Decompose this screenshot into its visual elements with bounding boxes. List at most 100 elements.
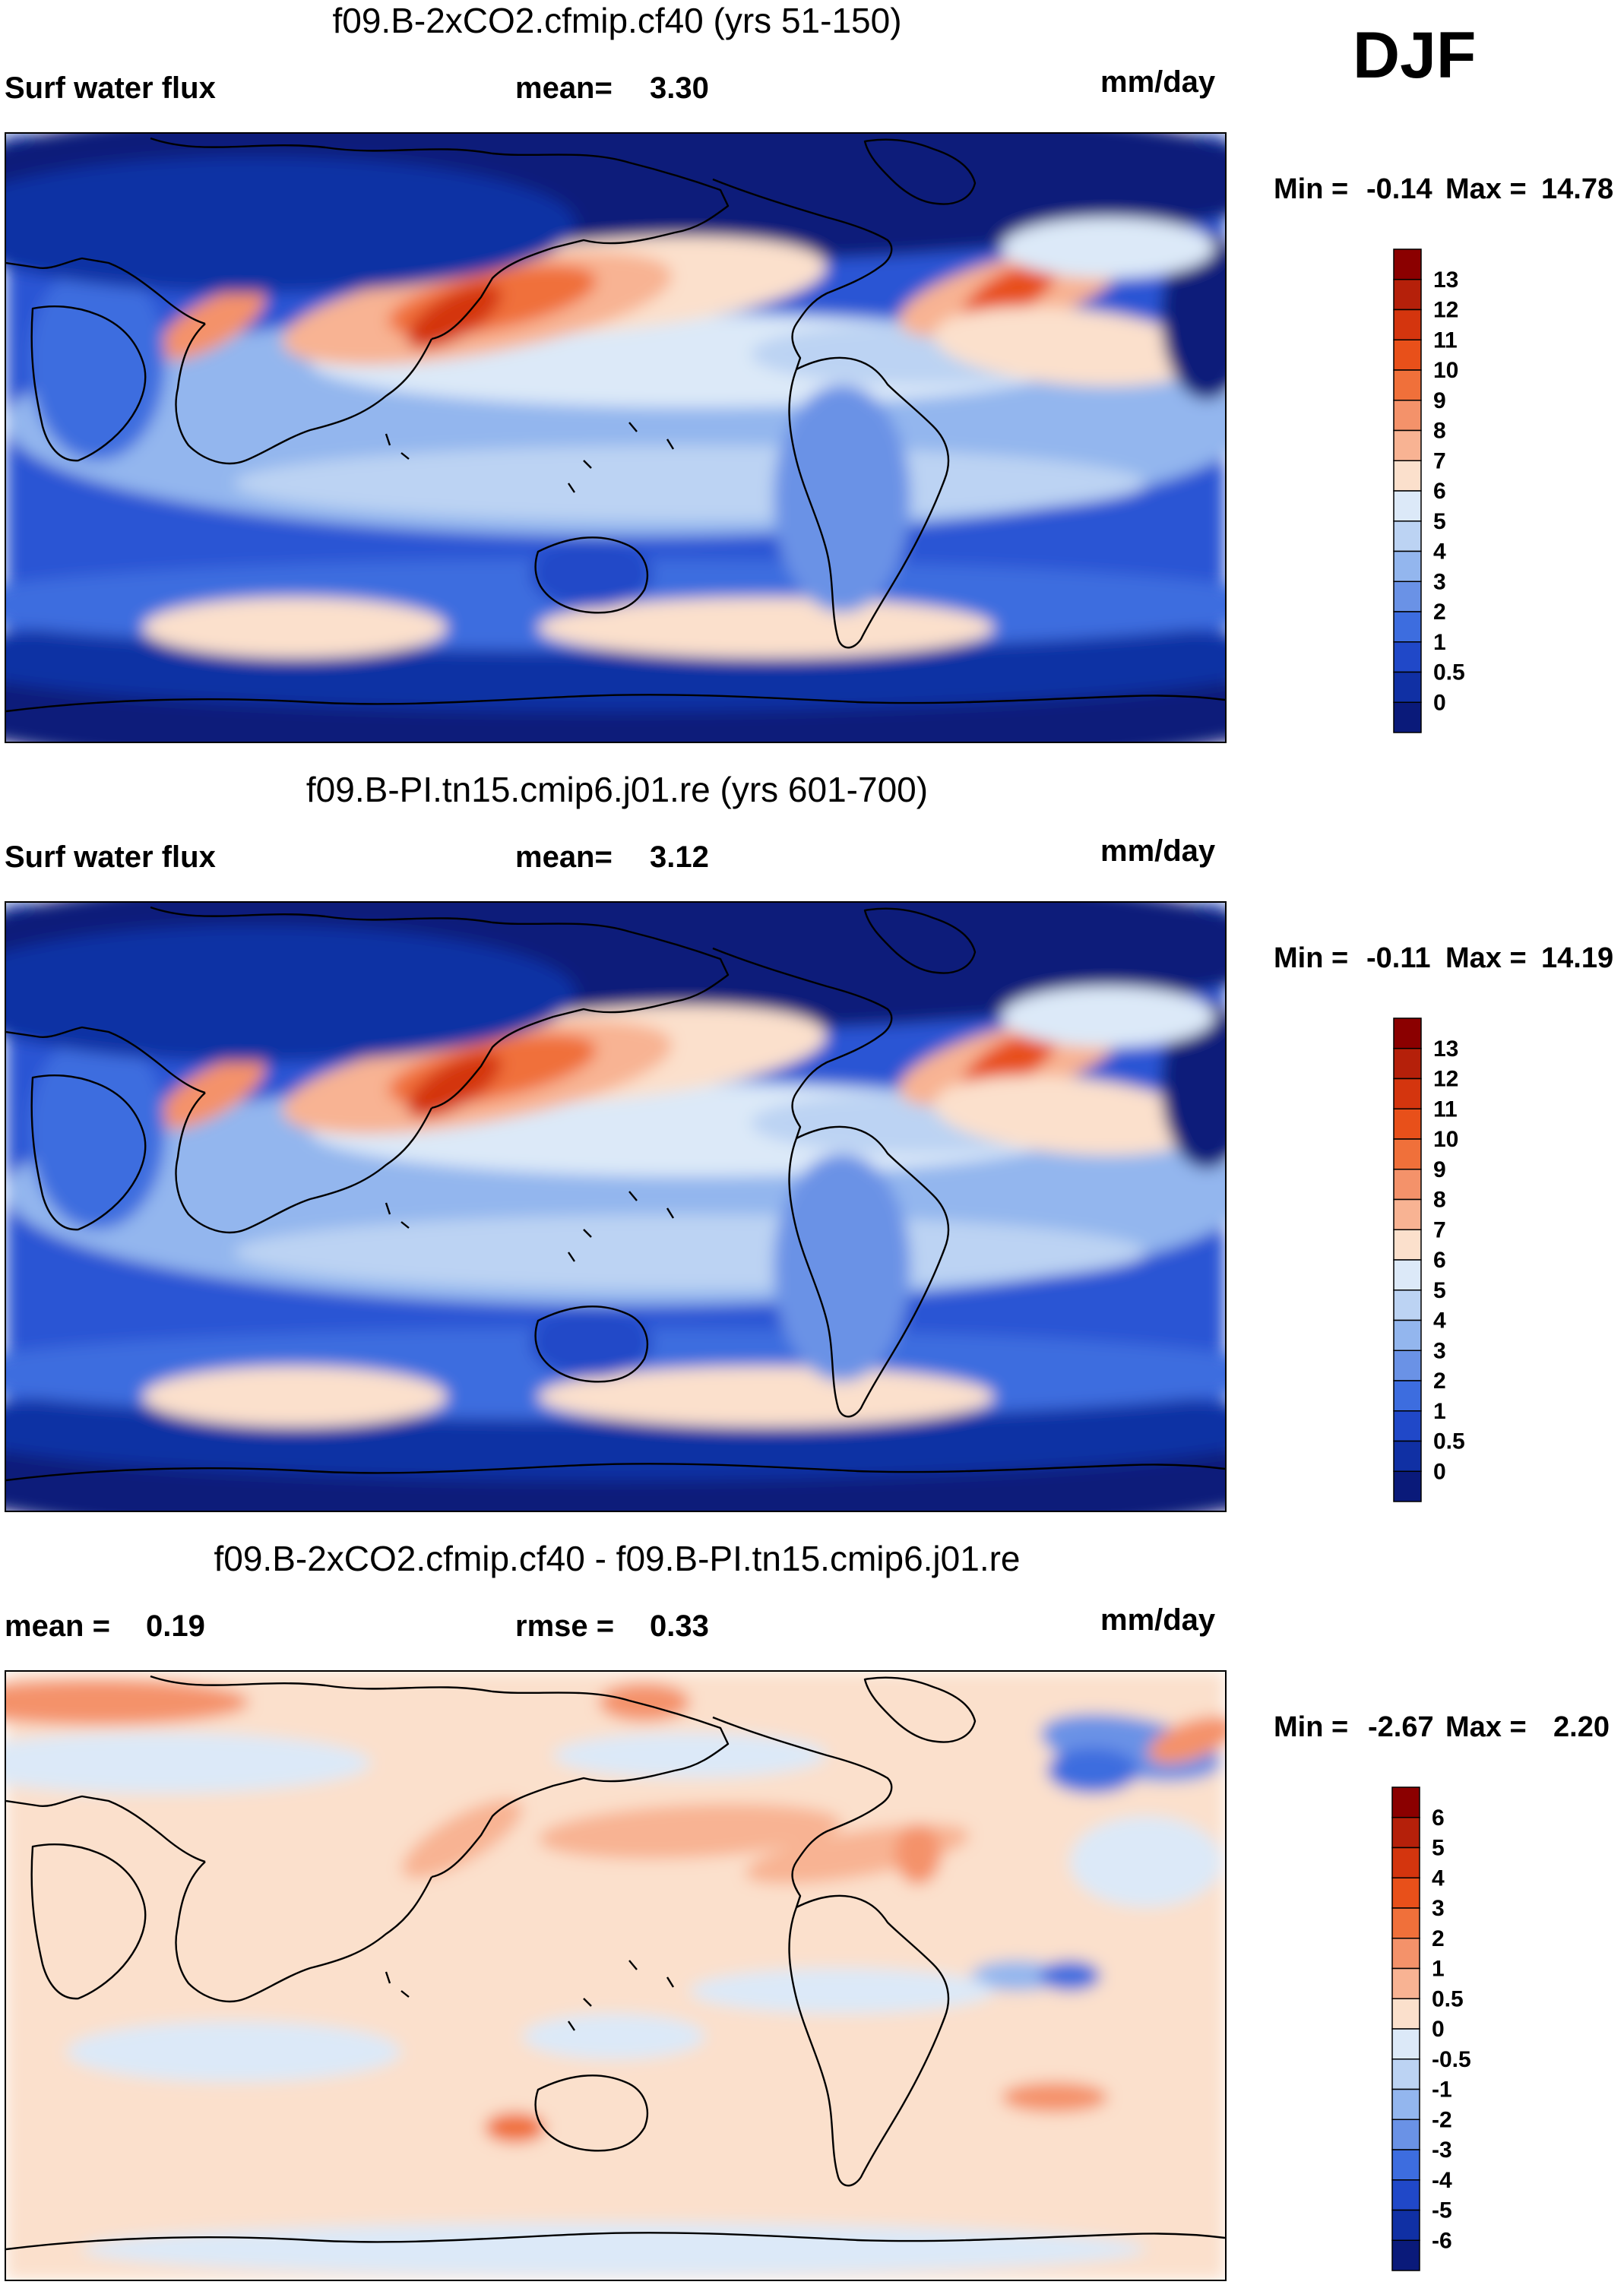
field-contour	[234, 445, 1146, 521]
colorbar-tick-label: 12	[1433, 298, 1458, 323]
panel3-mean-value: 0.19	[146, 1609, 205, 1643]
colorbar-swatch	[1393, 581, 1422, 612]
colorbar-swatch	[1391, 1938, 1420, 1970]
coastline	[6, 1026, 206, 1094]
season-label: DJF	[1353, 19, 1477, 92]
coastline	[534, 536, 648, 614]
panel1-colorbar-svg: 13 12 11 10 9 8 7 6 5 4 3 2 1 0.5 0	[1393, 248, 1465, 733]
field-layer	[6, 134, 1225, 742]
field-contour	[538, 1803, 842, 1859]
colorbar-tick-label: 13	[1433, 267, 1458, 293]
coastline	[385, 1960, 675, 2031]
field-contour	[1002, 2082, 1108, 2112]
colorbar-tick-label: 0.5	[1433, 660, 1465, 685]
field-contour	[29, 1032, 166, 1229]
colorbar-tick-label: 0.5	[1432, 1986, 1464, 2011]
field-contour	[538, 1366, 994, 1427]
coastline	[6, 694, 1225, 713]
colorbar-tick-label: 1	[1432, 1957, 1445, 1982]
coastlines	[6, 906, 1225, 1482]
colorbar-swatch	[1393, 279, 1422, 311]
colorbar-swatch	[1393, 550, 1422, 582]
panel3-min-label: Min =	[1274, 1711, 1349, 1743]
coastline	[30, 1843, 147, 2000]
colorbar-swatch	[1393, 1470, 1422, 1502]
coastline	[30, 1074, 147, 1231]
coastline	[385, 1191, 675, 1262]
field-contour	[6, 926, 576, 1062]
colorbar-tick-label: -0.5	[1432, 2047, 1471, 2072]
colorbar-swatch	[1393, 460, 1422, 492]
field-contour	[895, 1824, 941, 1885]
field-contour	[1002, 986, 1214, 1047]
colorbar-tick-label: 4	[1433, 1309, 1446, 1334]
coastline	[175, 323, 433, 465]
field-contour	[933, 1075, 1207, 1156]
colorbar-swatch	[1393, 1048, 1422, 1080]
colorbar-swatch	[1391, 1817, 1420, 1849]
panel3-max-label: Max =	[1445, 1711, 1527, 1743]
panel1-title: f09.B-2xCO2.cfmip.cf40 (yrs 51-150)	[332, 1, 902, 40]
panel1-mean-value: 3.30	[650, 71, 709, 105]
colorbar-swatch	[1393, 1078, 1422, 1109]
panel2-variable: Surf water flux	[5, 840, 216, 874]
coastline	[712, 178, 893, 370]
colorbar-swatch	[1393, 1440, 1422, 1472]
field-contour	[1040, 1960, 1100, 1991]
colorbar-swatch	[1391, 1907, 1420, 1939]
colorbar-swatch	[1393, 1138, 1422, 1170]
coastline	[788, 1894, 950, 2187]
colorbar-swatch	[1393, 701, 1422, 733]
panel1-max-label: Max =	[1445, 173, 1527, 205]
panel2-map-svg	[6, 903, 1225, 1511]
panel2-min-label: Min =	[1274, 942, 1349, 974]
panel2-mean-value: 3.12	[650, 840, 709, 874]
field-contour	[1161, 233, 1225, 400]
panel3-units: mm/day	[1100, 1603, 1216, 1637]
colorbar-swatch	[1393, 611, 1422, 643]
field-contour	[1070, 1816, 1222, 1907]
field-contour	[143, 1366, 447, 1427]
panel2-map	[5, 901, 1227, 1512]
field-contour	[6, 157, 576, 293]
field-contour	[523, 2014, 705, 2059]
colorbar-tick-label: 10	[1433, 1127, 1458, 1152]
colorbar-swatch	[1393, 1108, 1422, 1140]
panel1-mean-label: mean=	[515, 71, 613, 105]
field-contour	[690, 1968, 994, 2014]
panel1-variable: Surf water flux	[5, 71, 216, 105]
field-contour	[82, 2223, 1146, 2276]
coastline	[175, 1092, 433, 1234]
colorbar-swatch	[1391, 2119, 1420, 2150]
panel2-units: mm/day	[1100, 834, 1216, 868]
panel3-rmse-value: 0.33	[650, 1609, 709, 1643]
colorbar-tick-label: 6	[1433, 479, 1446, 504]
colorbar-tick-label: 2	[1432, 1926, 1445, 1951]
colorbar-tick-label: 1	[1433, 630, 1446, 655]
colorbar-swatch	[1393, 248, 1422, 280]
colorbar-tick-label: -4	[1432, 2168, 1452, 2193]
colorbar-swatch	[1393, 641, 1422, 673]
colorbar-swatch	[1393, 1319, 1422, 1351]
colorbar-swatch	[1391, 1998, 1420, 2030]
field-layer	[6, 1672, 1225, 2280]
colorbar-tick-label: 2	[1433, 1369, 1446, 1394]
colorbar-tick-label: 2	[1433, 600, 1446, 625]
colorbar-tick-label: 7	[1433, 448, 1446, 473]
colorbar-swatch	[1393, 1198, 1422, 1230]
field-contour	[485, 2112, 546, 2143]
colorbar-tick-label: 5	[1433, 1278, 1446, 1303]
field-contour	[67, 2021, 401, 2082]
colorbar-tick-label: 3	[1432, 1896, 1445, 1921]
coastline	[863, 1676, 977, 1743]
field-contour	[1002, 217, 1214, 278]
field-contour	[774, 384, 910, 612]
panel3-rmse-label: rmse =	[515, 1609, 615, 1643]
colorbar-swatch	[1391, 2149, 1420, 2181]
coastline	[863, 907, 977, 974]
colorbar-tick-label: -2	[1432, 2107, 1452, 2132]
colorbar-tick-label: -1	[1432, 2078, 1452, 2103]
field-contour	[6, 1679, 249, 1725]
field-contour	[6, 1733, 371, 1793]
colorbar-swatch	[1393, 1259, 1422, 1291]
